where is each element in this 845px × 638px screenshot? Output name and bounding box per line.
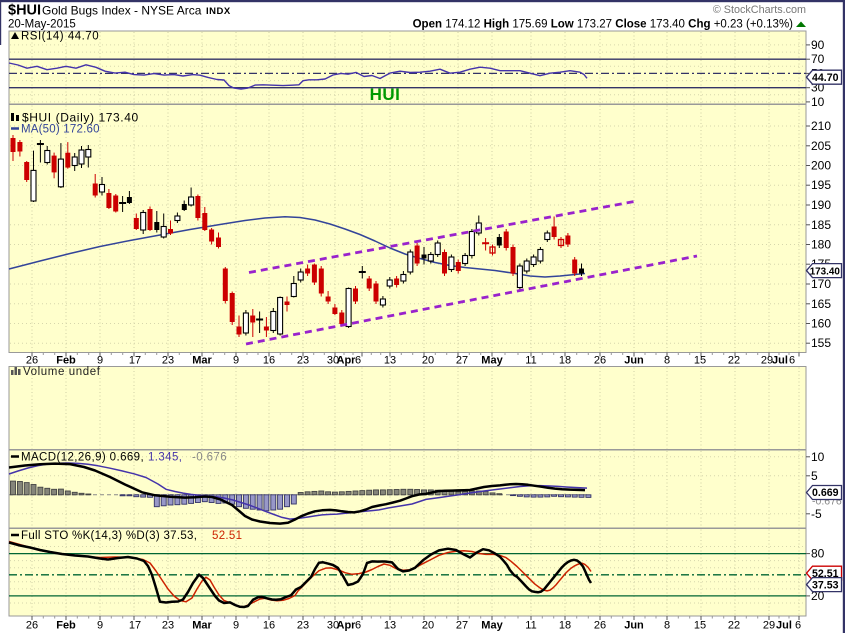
- svg-text:27: 27: [456, 355, 468, 367]
- svg-text:May: May: [481, 355, 503, 367]
- svg-text:Jul: Jul: [776, 620, 792, 632]
- svg-text:155: 155: [811, 336, 831, 350]
- svg-text:20: 20: [811, 589, 825, 603]
- svg-text:22: 22: [728, 355, 740, 367]
- svg-text:May: May: [481, 620, 503, 632]
- svg-text:9: 9: [97, 620, 103, 632]
- svg-text:165: 165: [811, 297, 831, 311]
- svg-text:16: 16: [263, 355, 275, 367]
- svg-text:Feb: Feb: [56, 620, 76, 632]
- svg-text:10: 10: [811, 95, 825, 109]
- svg-text:Jul: Jul: [772, 355, 788, 367]
- svg-text:30: 30: [327, 355, 339, 367]
- svg-text:1.345,: 1.345,: [148, 452, 182, 464]
- svg-text:Jun: Jun: [624, 620, 644, 632]
- svg-text:15: 15: [694, 355, 706, 367]
- svg-text:-0.676: -0.676: [192, 452, 227, 464]
- svg-text:15: 15: [694, 620, 706, 632]
- svg-text:26: 26: [594, 620, 606, 632]
- svg-text:52.51: 52.51: [812, 568, 839, 580]
- svg-text:Jun: Jun: [624, 355, 644, 367]
- svg-text:26: 26: [26, 620, 38, 632]
- svg-text:13: 13: [384, 355, 396, 367]
- svg-text:10: 10: [811, 450, 825, 464]
- svg-text:90: 90: [811, 38, 825, 52]
- svg-text:205: 205: [811, 139, 831, 153]
- svg-text:$HUI (Daily) 173.40: $HUI (Daily) 173.40: [22, 111, 139, 125]
- svg-text:20-May-2015: 20-May-2015: [8, 19, 76, 31]
- svg-text:30: 30: [327, 620, 339, 632]
- svg-text:INDX: INDX: [206, 6, 231, 17]
- svg-text:23: 23: [297, 355, 309, 367]
- svg-text:13: 13: [384, 620, 396, 632]
- svg-text:26: 26: [26, 355, 38, 367]
- svg-text:6: 6: [355, 620, 361, 632]
- svg-text:11: 11: [525, 355, 536, 367]
- svg-text:Volume undef: Volume undef: [23, 366, 101, 378]
- svg-text:17: 17: [129, 355, 141, 367]
- svg-text:27: 27: [456, 620, 468, 632]
- svg-text:20: 20: [422, 355, 434, 367]
- svg-text:0.669: 0.669: [812, 487, 839, 499]
- svg-text:17: 17: [129, 620, 141, 632]
- svg-text:190: 190: [811, 198, 831, 212]
- svg-text:Full STO %K(14,3) %D(3) 37.53,: Full STO %K(14,3) %D(3) 37.53,: [21, 530, 197, 542]
- svg-text:Feb: Feb: [56, 355, 76, 367]
- svg-text:195: 195: [811, 178, 831, 192]
- svg-text:Apr: Apr: [337, 355, 357, 367]
- svg-text:Mar: Mar: [192, 620, 212, 632]
- svg-text:23: 23: [162, 620, 174, 632]
- svg-text:44.70: 44.70: [812, 72, 839, 84]
- svg-text:HUI: HUI: [370, 85, 401, 104]
- svg-text:20: 20: [422, 620, 434, 632]
- svg-text:5: 5: [811, 469, 818, 483]
- svg-text:$HUI: $HUI: [8, 3, 41, 19]
- svg-text:Mar: Mar: [192, 355, 212, 367]
- svg-text:160: 160: [811, 317, 831, 331]
- svg-text:9: 9: [233, 620, 239, 632]
- svg-text:200: 200: [811, 159, 831, 173]
- svg-text:RSI(14) 44.70: RSI(14) 44.70: [21, 31, 99, 43]
- svg-text:80: 80: [811, 547, 825, 561]
- svg-text:8: 8: [664, 620, 670, 632]
- svg-text:29: 29: [761, 355, 773, 367]
- svg-text:70: 70: [811, 52, 825, 66]
- svg-text:11: 11: [525, 620, 536, 632]
- svg-text:23: 23: [297, 620, 309, 632]
- svg-text:18: 18: [559, 355, 571, 367]
- svg-text:18: 18: [559, 620, 571, 632]
- svg-text:210: 210: [811, 119, 831, 133]
- svg-text:23: 23: [162, 355, 174, 367]
- svg-text:180: 180: [811, 238, 831, 252]
- svg-text:26: 26: [594, 355, 606, 367]
- svg-text:MA(50) 172.60: MA(50) 172.60: [21, 124, 100, 136]
- svg-text:9: 9: [233, 355, 239, 367]
- svg-text:6: 6: [789, 355, 795, 367]
- svg-text:-5: -5: [811, 507, 822, 521]
- svg-text:Apr: Apr: [337, 620, 357, 632]
- svg-text:Gold Bugs Index - NYSE Arca: Gold Bugs Index - NYSE Arca: [42, 4, 202, 18]
- svg-text:8: 8: [664, 355, 670, 367]
- svg-text:29: 29: [763, 620, 775, 632]
- svg-text:52.51: 52.51: [212, 530, 242, 542]
- svg-text:Open 174.12 High 175.69 Low 17: Open 174.12 High 175.69 Low 173.27 Close…: [413, 19, 794, 31]
- svg-text:6: 6: [355, 355, 361, 367]
- svg-text:173.40: 173.40: [810, 266, 841, 277]
- svg-text:185: 185: [811, 218, 831, 232]
- svg-text:MACD(12,26,9) 0.669,: MACD(12,26,9) 0.669,: [21, 452, 144, 464]
- svg-text:6: 6: [795, 620, 801, 632]
- svg-text:16: 16: [263, 620, 275, 632]
- svg-text:© StockCharts.com: © StockCharts.com: [713, 4, 806, 16]
- svg-text:9: 9: [97, 355, 103, 367]
- svg-text:22: 22: [728, 620, 740, 632]
- svg-text:170: 170: [811, 277, 831, 291]
- svg-text:37.53: 37.53: [812, 579, 839, 591]
